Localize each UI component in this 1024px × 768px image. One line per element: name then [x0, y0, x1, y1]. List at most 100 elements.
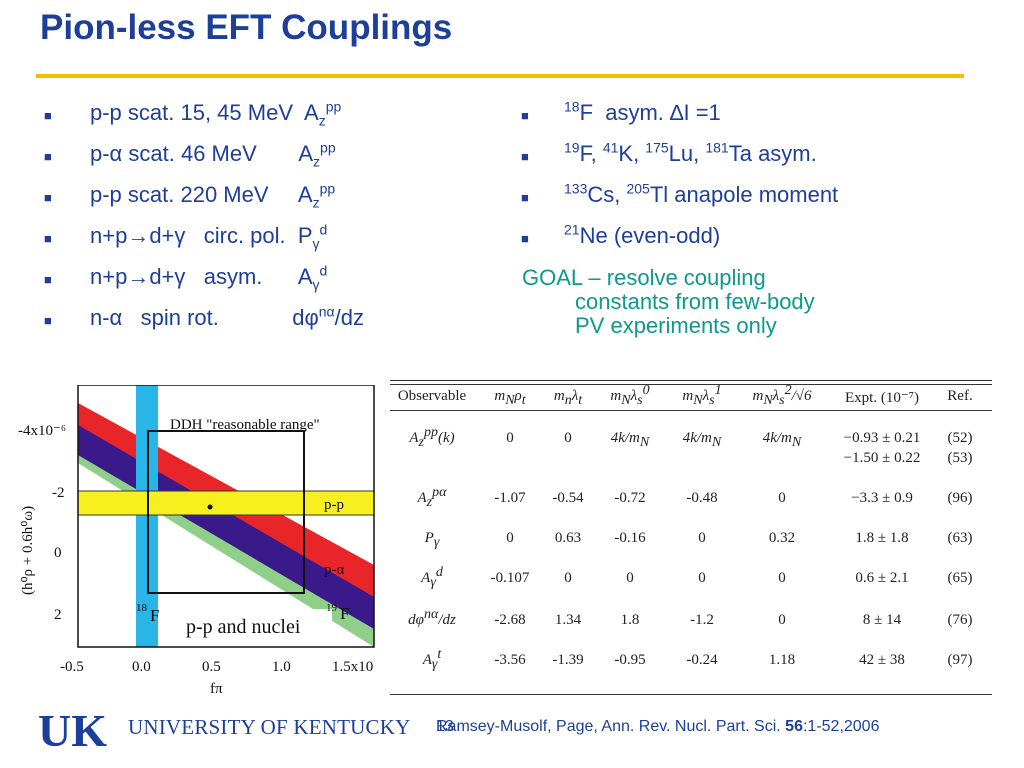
table-expt-cell: −3.3 ± 0.9 — [851, 490, 913, 506]
table-observable-cell: Azpα — [417, 485, 447, 510]
bullet-text-suffix: /dz — [334, 305, 364, 330]
x-tick-2: 0.5 — [202, 659, 221, 675]
table-value-cell: 0 — [778, 490, 786, 506]
table-ref-cell: (76) — [947, 612, 973, 628]
left-bullet-item: ■ p-p scat. 220 MeV Azpp — [36, 182, 364, 223]
table-header-cell: mNλs0 — [610, 383, 650, 408]
superscript: 133 — [564, 180, 588, 197]
table-header-cell: mNλs2/√6 — [752, 383, 812, 408]
table-value-cell: 0 — [698, 530, 706, 546]
table-observable-cell: dφnα/dz — [408, 607, 456, 629]
superscript: 41 — [602, 139, 619, 156]
slide-title: Pion-less EFT Couplings — [40, 8, 453, 47]
table-value-cell: 0.63 — [554, 530, 582, 546]
left-bullet-item: ■ n+p→d+γ circ. pol. Pγd — [36, 223, 364, 264]
table-value-cell: 0 — [698, 570, 706, 586]
inset-label: p-p and nuclei — [186, 616, 301, 638]
table-ref-cell: (63) — [947, 530, 973, 546]
bullet-text: Ne (even-odd) — [579, 223, 721, 248]
table-expt-cell: 0.6 ± 2.1 — [855, 570, 909, 586]
table-ref-cell: (96) — [947, 490, 973, 506]
bullet-icon: ■ — [44, 313, 52, 328]
bullet-text: p-p scat. 15, 45 MeV A — [90, 100, 319, 125]
ddh-best-value-dot — [207, 504, 213, 510]
bullet-text: n+p→d+γ circ. pol. P — [90, 223, 313, 248]
table-value-cell: 4k/mN — [762, 430, 802, 450]
table-expt-cell: −1.50 ± 0.22 — [843, 450, 921, 466]
table-value-cell: 1.18 — [768, 652, 796, 668]
bullet-text: p-α scat. 46 MeV A — [90, 141, 314, 166]
table-value-cell: -0.54 — [552, 490, 584, 506]
subscript: z — [313, 153, 321, 170]
citation-text: Ramsey-Musolf, Page, Ann. Rev. Nucl. Par… — [436, 718, 786, 735]
bullet-text: K, — [618, 141, 646, 166]
table-value-cell: 0 — [506, 430, 514, 446]
right-bullet-item: ■ 18F asym. ∆I =1 — [516, 100, 838, 141]
subscript: γ — [312, 235, 320, 252]
table-value-cell: 1.8 — [620, 612, 640, 628]
superscript: d — [319, 221, 328, 238]
table-header-cell: Expt. (10⁻⁷) — [845, 390, 919, 406]
bullet-icon: ■ — [44, 190, 52, 205]
band-p-alpha-label: p-α — [324, 562, 344, 578]
table-value-cell: -1.2 — [690, 612, 714, 628]
y-tick-1: -2 — [52, 485, 65, 501]
logo-text: UK — [38, 706, 107, 750]
table-value-cell: 4k/mN — [610, 430, 650, 450]
table-ref-cell: (65) — [947, 570, 973, 586]
bullet-text: Ta asym. — [728, 141, 817, 166]
table-value-cell: -0.72 — [614, 490, 646, 506]
table-value-cell: -0.107 — [490, 570, 530, 586]
subscript: z — [312, 194, 320, 211]
table-value-cell: 0 — [778, 570, 786, 586]
citation: 13 Ramsey-Musolf, Page, Ann. Rev. Nucl. P… — [436, 718, 879, 736]
superscript: pp — [320, 139, 336, 156]
superscript: 18 — [564, 98, 580, 115]
bullet-icon: ■ — [521, 190, 529, 205]
table-value-cell: 4k/mN — [682, 430, 722, 450]
band-19f-sup: 19 — [326, 602, 338, 614]
bullet-icon: ■ — [521, 149, 529, 164]
superscript: d — [319, 262, 328, 279]
table-value-cell: 0.32 — [768, 530, 796, 546]
band-18f-label: F — [150, 606, 159, 625]
table-value-cell: -1.39 — [552, 652, 584, 668]
superscript: 175 — [645, 139, 669, 156]
superscript: 181 — [705, 139, 729, 156]
subscript: γ — [312, 276, 320, 293]
table-expt-cell: 8 ± 14 — [862, 612, 902, 628]
left-bullet-list: ■ p-p scat. 15, 45 MeV Azpp ■ p-α scat. 46 … — [36, 100, 364, 346]
table-expt-cell: −0.93 ± 0.21 — [843, 430, 921, 446]
superscript: 205 — [626, 180, 650, 197]
x-tick-1: 0.0 — [132, 659, 151, 675]
y-tick-3: 2 — [54, 607, 62, 623]
table-value-cell: -0.95 — [614, 652, 646, 668]
band-pp — [78, 491, 374, 515]
right-bullet-item: ■ 19F, 41K, 175Lu, 181Ta asym. — [516, 141, 838, 182]
table-observable-cell: Aγt — [422, 647, 442, 672]
band-19f-label: F — [340, 604, 349, 623]
bullet-text: F, — [579, 141, 603, 166]
superscript: nα — [318, 303, 335, 320]
table-expt-cell: 42 ± 38 — [859, 652, 905, 668]
goal-line-2: constants from few-body — [575, 289, 815, 314]
bullet-text: n-α spin rot. dφ — [90, 305, 319, 330]
goal-line-1: GOAL – resolve coupling — [522, 265, 766, 290]
right-bullet-item: ■ 21Ne (even-odd) — [516, 223, 838, 264]
table-observable-cell: Azpp(k) — [409, 425, 455, 450]
table-value-cell: 0 — [506, 530, 514, 546]
goal-line-3: PV experiments only — [575, 313, 777, 338]
bullet-text: Tl anapole moment — [649, 182, 839, 207]
table-header-cell: mNλs1 — [682, 383, 722, 408]
band-pp-label: p-p — [324, 497, 344, 513]
left-bullet-item: ■ p-p scat. 15, 45 MeV Azpp — [36, 100, 364, 141]
band-18f-sup: 18 — [136, 602, 148, 614]
table-header-cell: mnλt — [553, 388, 583, 408]
page-number: 13 — [436, 718, 454, 735]
bullet-text: F asym. ∆I =1 — [579, 100, 721, 125]
citation-volume: 56 — [785, 718, 803, 735]
y-tick-0: -4x10⁻⁶ — [18, 423, 66, 439]
table-expt-cell: 1.8 ± 1.8 — [855, 530, 909, 546]
table-header-cell: mNρt — [494, 388, 526, 408]
band-purple — [78, 425, 374, 629]
